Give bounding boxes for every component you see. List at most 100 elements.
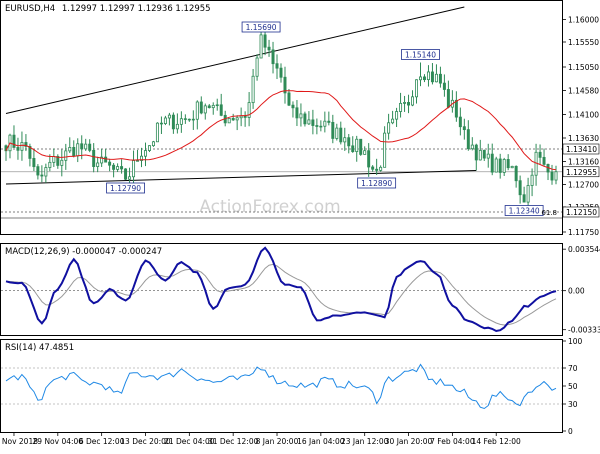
candle [546, 163, 550, 181]
candle-body [219, 104, 223, 116]
time-tick-label: 30 Jan 20:00 [385, 437, 433, 446]
price-tick-label: 1.13160 [568, 158, 599, 167]
candle-body [120, 166, 124, 170]
candle-body [40, 174, 44, 177]
candle-body [72, 147, 76, 157]
candle-body [16, 147, 20, 151]
level-label-text: 1.12150 [566, 208, 597, 217]
candle [474, 143, 478, 171]
candle [343, 127, 347, 151]
level-label-box [562, 206, 600, 218]
candle-body [24, 142, 28, 147]
candle-body [263, 34, 267, 48]
candle-body [407, 102, 411, 106]
candle [108, 158, 112, 172]
candle [112, 162, 116, 178]
candle-body [147, 145, 151, 151]
candles [4, 28, 558, 207]
candle [92, 143, 96, 173]
candle [203, 103, 207, 120]
candle-body [419, 76, 422, 81]
candle-body [287, 92, 291, 106]
swing-labels: 1.12790 1.15690 1.12890 1.15140 1.12340 [106, 21, 544, 216]
rsi-line [5, 363, 557, 410]
candle-body [88, 143, 92, 151]
candle-body [395, 111, 399, 120]
candle-body [183, 118, 187, 120]
candle-body [363, 150, 367, 155]
rsi-tick-label: 70 [568, 364, 578, 373]
symbol-timeframe: EURUSD,H4 [5, 4, 55, 14]
candle-body [48, 161, 52, 168]
current-price-label: 1.12955 [562, 166, 600, 178]
candle [24, 134, 28, 152]
candle [299, 103, 303, 127]
candle [4, 144, 8, 161]
candle [510, 165, 514, 169]
candle [239, 107, 243, 127]
candle [411, 90, 415, 107]
candle-body [84, 143, 88, 150]
candle-body [100, 156, 104, 164]
trendline-0 [5, 6, 465, 114]
candle-body [92, 149, 96, 167]
candle [207, 103, 211, 109]
candle [263, 28, 267, 56]
candle [303, 111, 307, 127]
candle-body [482, 149, 486, 159]
candle [183, 114, 187, 124]
price-tick-label: 1.15550 [568, 38, 599, 47]
candle [470, 137, 474, 151]
candle-body [498, 158, 502, 173]
candle-body [20, 142, 24, 151]
candle-body [64, 150, 68, 161]
candle-body [140, 155, 143, 161]
rsi-title: RSI(14) 47.4851 [5, 343, 74, 353]
candle [367, 143, 371, 177]
candle [391, 110, 395, 125]
candle-body [430, 71, 434, 83]
swing-label-text: 1.15690 [246, 23, 277, 32]
candle-body [411, 96, 415, 106]
candle [442, 74, 446, 97]
candle-body [454, 99, 458, 118]
price-tick-label: 1.12700 [568, 181, 599, 190]
candle-body [359, 138, 363, 155]
candle-body [128, 176, 132, 180]
candle [534, 143, 538, 186]
candle [44, 163, 48, 183]
swing-label-box [357, 177, 397, 189]
candle [60, 149, 64, 177]
candle-body [387, 122, 391, 134]
time-tick-label: 21 Nov 2018 [0, 437, 38, 446]
candle-body [124, 168, 128, 180]
candle-body [36, 166, 40, 176]
candle-body [239, 115, 243, 119]
candle [371, 165, 375, 172]
candle [32, 148, 36, 172]
candle [478, 139, 482, 161]
candle [84, 138, 88, 151]
candle [538, 144, 542, 165]
candle-body [327, 120, 331, 123]
candle-body [231, 117, 235, 121]
trendline-1 [5, 170, 477, 185]
candle-body [303, 113, 307, 125]
candle-body [247, 102, 251, 118]
swing-label: 1.12790 [106, 182, 145, 194]
candle-body [191, 118, 195, 121]
time-tick-label: 29 Nov 04:00 [33, 437, 84, 446]
candle [231, 113, 235, 121]
candle [399, 92, 403, 118]
candle [514, 165, 518, 188]
candle-body [367, 150, 371, 168]
candle-body [243, 115, 247, 118]
candle-body [514, 165, 518, 182]
candle [486, 143, 490, 168]
candle-body [255, 57, 259, 77]
candle [179, 111, 183, 133]
moving-average [5, 90, 557, 171]
candle-body [506, 159, 510, 169]
